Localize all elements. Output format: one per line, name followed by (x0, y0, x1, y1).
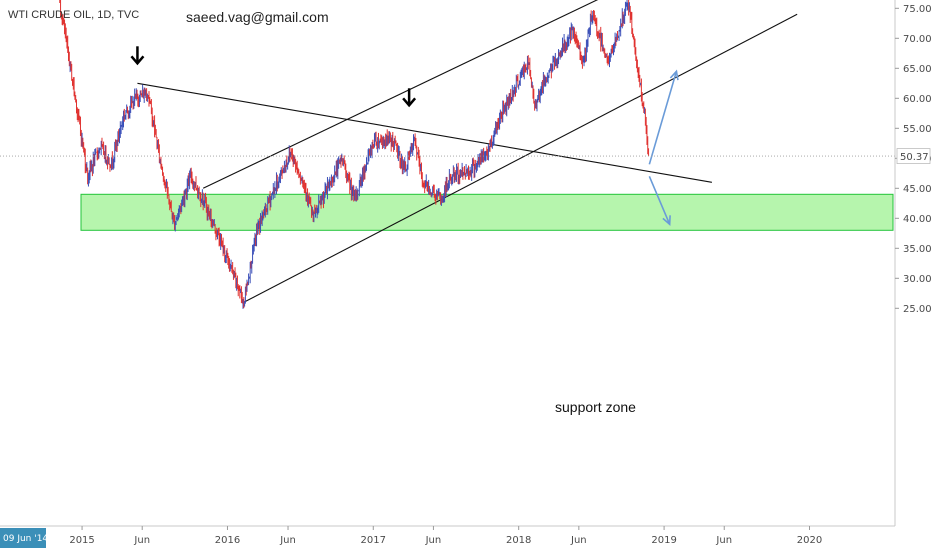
x-tick-label: Jun (570, 535, 587, 546)
price-badge-bg (896, 148, 931, 164)
x-tick-label: 2018 (506, 535, 531, 546)
trendline (243, 13, 798, 303)
down-arrow-icon (402, 88, 417, 108)
symbol-title: WTI CRUDE OIL, 1D, TVC (8, 9, 139, 21)
y-tick-label: 25.00 (903, 304, 932, 315)
arrow-shaft (648, 71, 678, 165)
arrow-head (669, 69, 679, 81)
arrow-head (662, 215, 671, 226)
down-arrow-icon (130, 46, 145, 66)
trendline (202, 0, 599, 189)
projection-up-arrow-icon (648, 69, 679, 165)
trendline-layer (137, 0, 798, 303)
x-tick-label: 2016 (215, 535, 240, 546)
projection-down-arrow-icon (648, 175, 671, 226)
candle-layer (59, 0, 650, 309)
y-tick-label: 55.00 (903, 124, 932, 135)
y-tick-label: 65.00 (903, 64, 932, 75)
date-badge-bg (0, 528, 46, 548)
x-tick-label: Jun (133, 535, 150, 546)
trendline (137, 82, 712, 183)
x-tick-label: 2017 (361, 535, 386, 546)
y-tick-label: 35.00 (903, 244, 932, 255)
email-watermark: saeed.vag@gmail.com (186, 9, 329, 25)
y-tick-label: 40.00 (903, 214, 932, 225)
y-tick-label: 60.00 (903, 94, 932, 105)
arrow-shaft (648, 175, 671, 225)
y-tick-label: 70.00 (903, 34, 932, 45)
x-tick-label: 2020 (797, 535, 822, 546)
support-zone (80, 193, 894, 231)
down-arrow-head (130, 55, 145, 66)
support-zone-label: support zone (555, 399, 636, 415)
last-price-badge: 50.37 (896, 148, 931, 164)
y-tick-label: 75.00 (903, 4, 932, 15)
price-badge-text: 50.37 (900, 152, 929, 163)
annotation-layer (0, 46, 895, 226)
x-tick-label: 2019 (651, 535, 676, 546)
x-tick-label: Jun (279, 535, 296, 546)
x-tick-label: 2015 (69, 535, 94, 546)
y-tick-label: 45.00 (903, 184, 932, 195)
date-badge-text: 09 Jun '14 (3, 534, 48, 544)
x-tick-label: Jun (425, 535, 442, 546)
down-arrow-head (402, 97, 417, 108)
y-tick-label: 30.00 (903, 274, 932, 285)
support-zone-layer (80, 193, 894, 231)
date-badge: 09 Jun '14 (0, 528, 48, 548)
x-tick-label: Jun (715, 535, 732, 546)
